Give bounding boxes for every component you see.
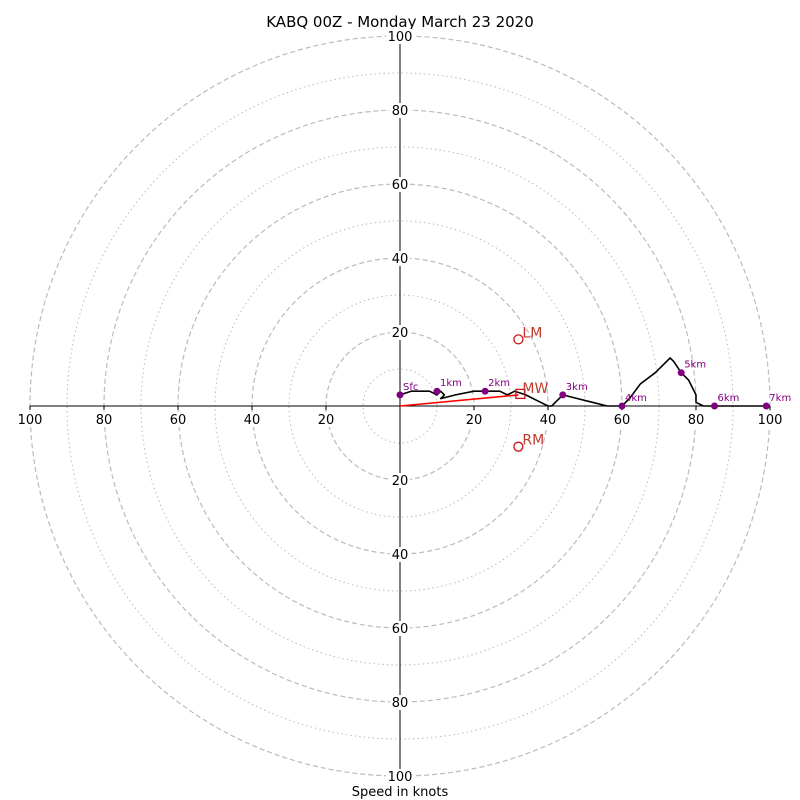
tick-label: 40	[244, 413, 261, 428]
tick-label: 60	[170, 413, 187, 428]
tick-label-bg	[168, 412, 188, 427]
tick-label-bg	[16, 412, 44, 427]
tick-label: 60	[614, 413, 631, 428]
tick-label-bg	[390, 177, 410, 192]
height-label-3km: 3km	[566, 382, 588, 393]
storm-motion-label-rm: RM	[522, 433, 544, 449]
height-marker-7km	[762, 402, 770, 410]
height-marker-1km	[433, 387, 441, 395]
storm-motion-marker-lm	[513, 334, 524, 345]
storm-motion-markers: LM RM MW	[513, 325, 548, 452]
height-label-1km: 1km	[440, 378, 462, 389]
tick-label: 40	[392, 548, 409, 563]
height-marker-3km	[559, 391, 567, 399]
tick-label-bg	[756, 412, 784, 427]
storm-motion-marker-mw	[515, 388, 526, 400]
mean-wind-vector-group	[399, 394, 519, 407]
height-label-sfc: Sfc	[403, 382, 418, 393]
height-label-4km: 4km	[625, 393, 647, 404]
height-label-7km: 7km	[769, 393, 791, 404]
tick-label: 100	[388, 770, 413, 785]
tick-label: 40	[540, 413, 557, 428]
tick-label-bg	[94, 412, 114, 427]
height-marker-2km	[481, 387, 489, 395]
height-markers: Sfc 1km 2km 3km 4km 5km 6km 7km	[396, 360, 791, 410]
height-marker-5km	[677, 369, 685, 377]
height-label-6km: 6km	[718, 393, 740, 404]
tick-label-bg	[538, 412, 558, 427]
tick-label: 40	[392, 252, 409, 267]
tick-label-bg	[390, 473, 410, 488]
tick-label: 20	[318, 413, 335, 428]
tick-label: 100	[388, 30, 413, 45]
tick-label-bg	[686, 412, 706, 427]
tick-label: 20	[392, 326, 409, 341]
height-marker-sfc	[396, 391, 404, 399]
tick-label: 20	[466, 413, 483, 428]
tick-label-bg	[390, 621, 410, 636]
mean-wind-vector	[399, 394, 519, 407]
storm-motion-label-lm: LM	[522, 325, 542, 341]
height-label-2km: 2km	[488, 378, 510, 389]
tick-label-bg	[390, 103, 410, 118]
tick-label-bg	[386, 29, 414, 44]
tick-labels: 20 20 20 20 40 40 40 40 60 60 60 60 80 80 80 80 100 100 10…	[16, 29, 784, 785]
height-marker-6km	[711, 402, 718, 410]
tick-label: 60	[392, 178, 409, 193]
x-axis-label: Speed in knots	[352, 785, 449, 800]
tick-label: 80	[688, 413, 705, 428]
height-marker-4km	[618, 402, 626, 410]
tick-label-bg	[390, 325, 410, 340]
tick-label-bg	[612, 412, 632, 427]
tick-label-bg	[242, 412, 262, 427]
tick-label-bg	[386, 769, 414, 784]
tick-label: 80	[96, 413, 113, 428]
tick-label: 80	[392, 104, 409, 119]
tick-label-bg	[390, 547, 410, 562]
storm-motion-label-mw: MW	[522, 381, 548, 397]
chart-title: KABQ 00Z - Monday March 23 2020	[266, 13, 534, 31]
tick-label: 20	[392, 474, 409, 489]
tick-label-bg	[464, 412, 484, 427]
tick-label: 60	[392, 622, 409, 637]
tick-label-bg	[390, 251, 410, 266]
tick-label: 100	[758, 413, 783, 428]
storm-motion-marker-rm	[513, 441, 524, 452]
tick-label: 100	[18, 413, 43, 428]
height-label-5km: 5km	[684, 360, 706, 371]
tick-label: 80	[392, 696, 409, 711]
tick-label-bg	[316, 412, 336, 427]
tick-label-bg	[390, 695, 410, 710]
